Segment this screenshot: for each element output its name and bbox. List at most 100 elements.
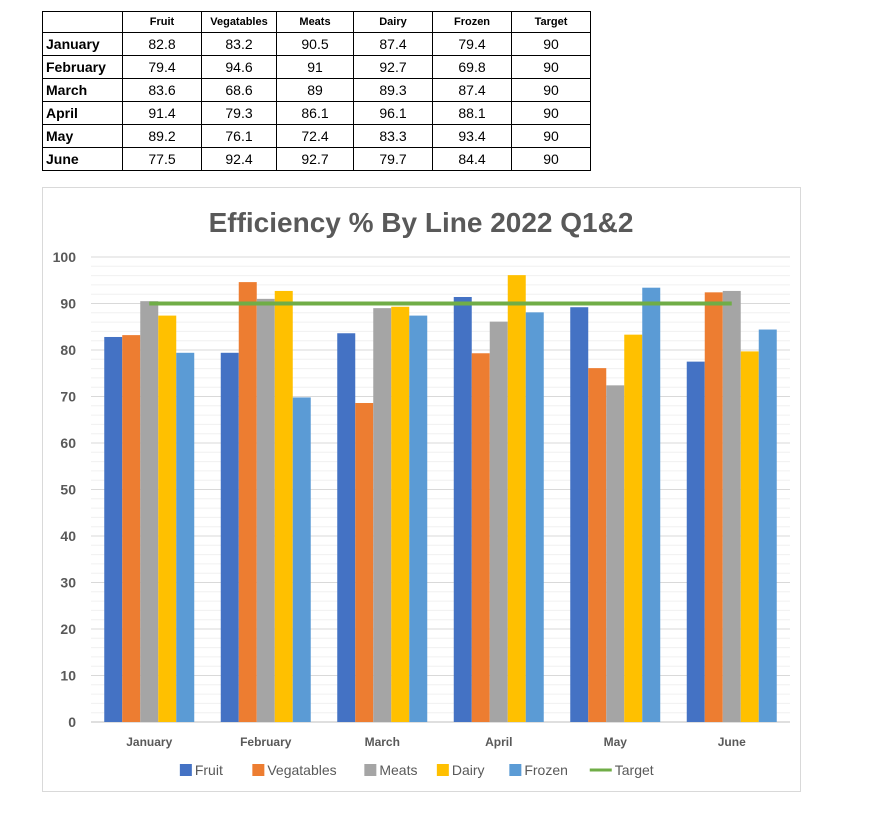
y-tick-label: 40 (60, 528, 76, 544)
x-tick-label: January (126, 735, 172, 749)
table-cell: 87.4 (432, 78, 512, 102)
bar-meats-march (373, 308, 392, 722)
table-cell: 91.4 (122, 101, 202, 125)
bar-meats-june (722, 290, 741, 722)
y-tick-label: 90 (60, 296, 76, 312)
table-cell: 90 (511, 32, 591, 56)
y-tick-label: 70 (60, 389, 76, 405)
table-cell: 79.4 (122, 55, 202, 79)
table-cell: 89 (276, 78, 354, 102)
table-cell: 96.1 (353, 101, 433, 125)
bar-meats-april (489, 321, 508, 722)
table-cell: 84.4 (432, 147, 512, 171)
gridlines (91, 256, 790, 723)
table-cell: 79.4 (432, 32, 512, 56)
x-tick-label: March (365, 735, 400, 749)
legend-swatch-fruit (179, 764, 192, 776)
table-cell: 94.6 (201, 55, 277, 79)
bar-dairy-june (740, 351, 759, 722)
table-cell: 79.7 (353, 147, 433, 171)
table-row: January 82.8 83.2 90.5 87.4 79.4 90 (42, 32, 591, 56)
bar-dairy-january (158, 315, 177, 722)
table-cell: 72.4 (276, 124, 354, 148)
y-tick-label: 30 (60, 575, 76, 591)
bar-fruit-april (453, 296, 472, 722)
bar-meats-february (256, 298, 275, 722)
legend-label-target: Target (615, 762, 654, 778)
bar-frozen-june (758, 329, 777, 722)
table-cell: 86.1 (276, 101, 354, 125)
table-cell: 92.7 (353, 55, 433, 79)
bar-vegatables-february (238, 282, 257, 722)
x-tick-label: May (604, 735, 628, 749)
bar-vegatables-may (588, 368, 607, 722)
table-row: May 89.2 76.1 72.4 83.3 93.4 90 (42, 124, 591, 148)
table-cell: 90 (511, 101, 591, 125)
chart-container: Efficiency % By Line 2022 Q1&2 0 10 20 30 40… (42, 187, 801, 792)
bar-dairy-may (624, 334, 643, 722)
table-cell: 88.1 (432, 101, 512, 125)
legend: Fruit Vegatables Meats Dairy Frozen Target (179, 762, 654, 778)
table-cell: 91 (276, 55, 354, 79)
legend-label-vegatables: Vegatables (267, 762, 336, 778)
legend-label-meats: Meats (379, 762, 417, 778)
row-label: January (42, 32, 123, 56)
header-cell: Fruit (122, 11, 202, 33)
y-tick-label: 100 (53, 249, 77, 265)
bar-fruit-february (220, 352, 239, 722)
table-cell: 77.5 (122, 147, 202, 171)
bar-dairy-february (274, 290, 293, 722)
chart-title: Efficiency % By Line 2022 Q1&2 (209, 207, 634, 238)
row-label: April (42, 101, 123, 125)
table-cell: 69.8 (432, 55, 512, 79)
table-row: March 83.6 68.6 89 89.3 87.4 90 (42, 78, 591, 102)
table-cell: 68.6 (201, 78, 277, 102)
y-tick-label: 50 (60, 482, 76, 498)
data-table: Fruit Vegatables Meats Dairy Frozen Targ… (42, 11, 591, 171)
row-label: March (42, 78, 123, 102)
header-cell: Vegatables (201, 11, 277, 33)
y-tick-label: 20 (60, 621, 76, 637)
bar-vegatables-april (471, 353, 490, 722)
header-cell: Dairy (353, 11, 433, 33)
axis-labels: 0 10 20 30 40 50 60 70 80 90 100 January February Mar… (53, 249, 746, 749)
x-tick-label: February (240, 735, 292, 749)
legend-swatch-dairy (436, 764, 449, 776)
bar-meats-may (606, 385, 625, 722)
y-tick-label: 10 (60, 668, 76, 684)
bar-vegatables-march (355, 403, 374, 722)
table-row: February 79.4 94.6 91 92.7 69.8 90 (42, 55, 591, 79)
x-tick-label: June (718, 735, 746, 749)
table-cell: 76.1 (201, 124, 277, 148)
bar-fruit-june (686, 361, 705, 722)
header-cell (42, 11, 123, 33)
table-cell: 92.4 (201, 147, 277, 171)
y-tick-label: 0 (68, 714, 76, 730)
table-cell: 79.3 (201, 101, 277, 125)
table-cell: 90.5 (276, 32, 354, 56)
table-row: April 91.4 79.3 86.1 96.1 88.1 90 (42, 101, 591, 125)
row-label: June (42, 147, 123, 171)
bar-meats-january (140, 301, 159, 722)
bars (104, 275, 777, 722)
row-label: May (42, 124, 123, 148)
bar-fruit-may (570, 307, 589, 722)
table-cell: 93.4 (432, 124, 512, 148)
bar-frozen-april (525, 312, 544, 722)
table-cell: 90 (511, 124, 591, 148)
row-label: February (42, 55, 123, 79)
header-cell: Meats (276, 11, 354, 33)
table-cell: 89.3 (353, 78, 433, 102)
table-cell: 90 (511, 78, 591, 102)
table-cell: 92.7 (276, 147, 354, 171)
bar-fruit-march (337, 333, 356, 722)
table-cell: 89.2 (122, 124, 202, 148)
y-tick-label: 60 (60, 435, 76, 451)
chart-svg: Efficiency % By Line 2022 Q1&2 0 10 20 30 40… (53, 207, 790, 778)
header-cell: Frozen (432, 11, 512, 33)
legend-label-dairy: Dairy (452, 762, 485, 778)
legend-swatch-frozen (509, 764, 522, 776)
legend-swatch-vegatables (252, 764, 265, 776)
table-cell: 87.4 (353, 32, 433, 56)
table-cell: 83.6 (122, 78, 202, 102)
